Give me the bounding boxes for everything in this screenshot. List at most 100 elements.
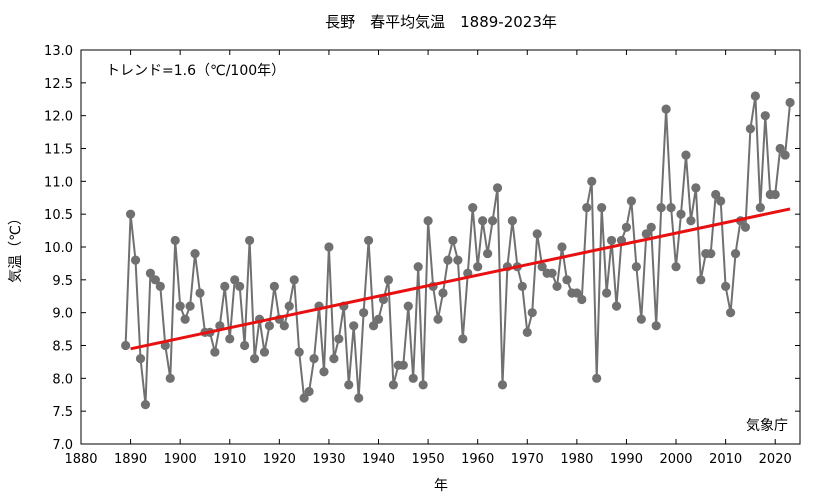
data-point [696, 275, 706, 285]
data-point [537, 262, 547, 272]
data-point [225, 334, 235, 344]
trend-layer [130, 207, 791, 351]
data-point [661, 104, 671, 114]
data-point [686, 216, 696, 226]
x-tick-label: 1960 [461, 452, 494, 467]
data-point [522, 327, 532, 337]
y-tick-label: 8.0 [52, 372, 73, 387]
data-point [587, 176, 597, 186]
data-point [577, 294, 587, 305]
data-point [572, 288, 582, 298]
data-point [418, 380, 428, 390]
trend-line [130, 207, 791, 351]
data-point [770, 189, 780, 200]
y-tick-label: 12.0 [44, 110, 73, 125]
data-point [750, 91, 760, 101]
data-point [259, 347, 270, 357]
y-tick-label: 9.0 [52, 307, 73, 322]
x-tick-label: 2020 [759, 452, 792, 467]
data-point [597, 203, 607, 213]
data-point [170, 235, 180, 246]
y-tick-label: 13.0 [44, 44, 73, 59]
data-point [344, 380, 354, 390]
data-point [398, 360, 408, 370]
data-point [220, 281, 230, 291]
data-point [289, 275, 299, 285]
data-point [383, 275, 394, 285]
data-point [592, 373, 602, 383]
trend-label: トレンド=1.6（℃/100年） [106, 63, 285, 79]
data-point [403, 301, 413, 311]
data-point [676, 209, 686, 219]
y-tick-label: 12.5 [44, 77, 73, 92]
x-tick-label: 1980 [560, 452, 593, 467]
data-point [478, 216, 488, 226]
x-tick-label: 1940 [362, 452, 395, 467]
data-point [651, 321, 661, 331]
data-point [785, 97, 795, 108]
data-point [458, 334, 468, 344]
data-point [349, 321, 359, 331]
data-point [621, 222, 632, 232]
data-point [740, 222, 751, 232]
data-point [760, 111, 770, 121]
data-point [562, 275, 572, 285]
data-point [602, 288, 612, 298]
data-point [304, 386, 314, 397]
data-point [299, 393, 309, 403]
data-point [180, 314, 190, 324]
data-point [155, 281, 165, 291]
data-point [230, 275, 240, 285]
data-point [190, 248, 200, 259]
data-point [721, 281, 731, 291]
data-point [175, 301, 185, 311]
x-axis-title: 年 [434, 478, 448, 494]
data-point [359, 308, 369, 318]
data-point [408, 373, 418, 383]
data-point [443, 255, 453, 265]
data-point [135, 354, 146, 364]
data-point [354, 393, 364, 403]
data-point [507, 216, 517, 226]
data-point [681, 150, 691, 160]
data-point [140, 400, 151, 410]
y-tick-label: 10.5 [44, 208, 73, 223]
data-point [319, 367, 329, 377]
data-point [706, 248, 716, 259]
data-point [611, 301, 622, 311]
data-point [780, 150, 790, 160]
data-point [453, 255, 463, 265]
data-point [711, 189, 721, 200]
data-point [244, 235, 255, 246]
plot-frame [80, 49, 801, 445]
x-tick-label: 2010 [709, 452, 742, 467]
data-point [235, 281, 245, 291]
data-point [165, 373, 175, 383]
data-point [150, 275, 160, 285]
data-point [552, 281, 562, 291]
data-point [368, 321, 379, 331]
data-point [324, 242, 334, 252]
y-axis-title: 気温（℃） [8, 211, 24, 283]
data-point [631, 262, 641, 272]
data-point [745, 124, 756, 134]
data-point [121, 340, 131, 351]
data-point [517, 281, 527, 291]
data-point [279, 321, 289, 331]
y-tick-label: 7.0 [52, 438, 73, 453]
x-axis-ticks: 1880 1890 1900 1910 1920 1930 1940 1950 1960 1970… [64, 50, 792, 467]
data-point [557, 242, 567, 252]
y-axis-ticks: 7.0 7.5 8.0 8.5 9.0 9.5 10.0 10.5 11.0 11.5 12.0 12… [44, 44, 800, 453]
x-tick-label: 1900 [164, 452, 197, 467]
data-point [691, 183, 701, 193]
data-point [329, 354, 339, 364]
data-point [125, 209, 136, 219]
x-tick-label: 1990 [610, 452, 643, 467]
data-point [487, 216, 498, 226]
y-tick-label: 11.0 [44, 175, 73, 190]
data-point [473, 262, 483, 272]
data-point [497, 380, 508, 390]
temperature-series-line [124, 95, 792, 405]
data-point [666, 203, 676, 213]
